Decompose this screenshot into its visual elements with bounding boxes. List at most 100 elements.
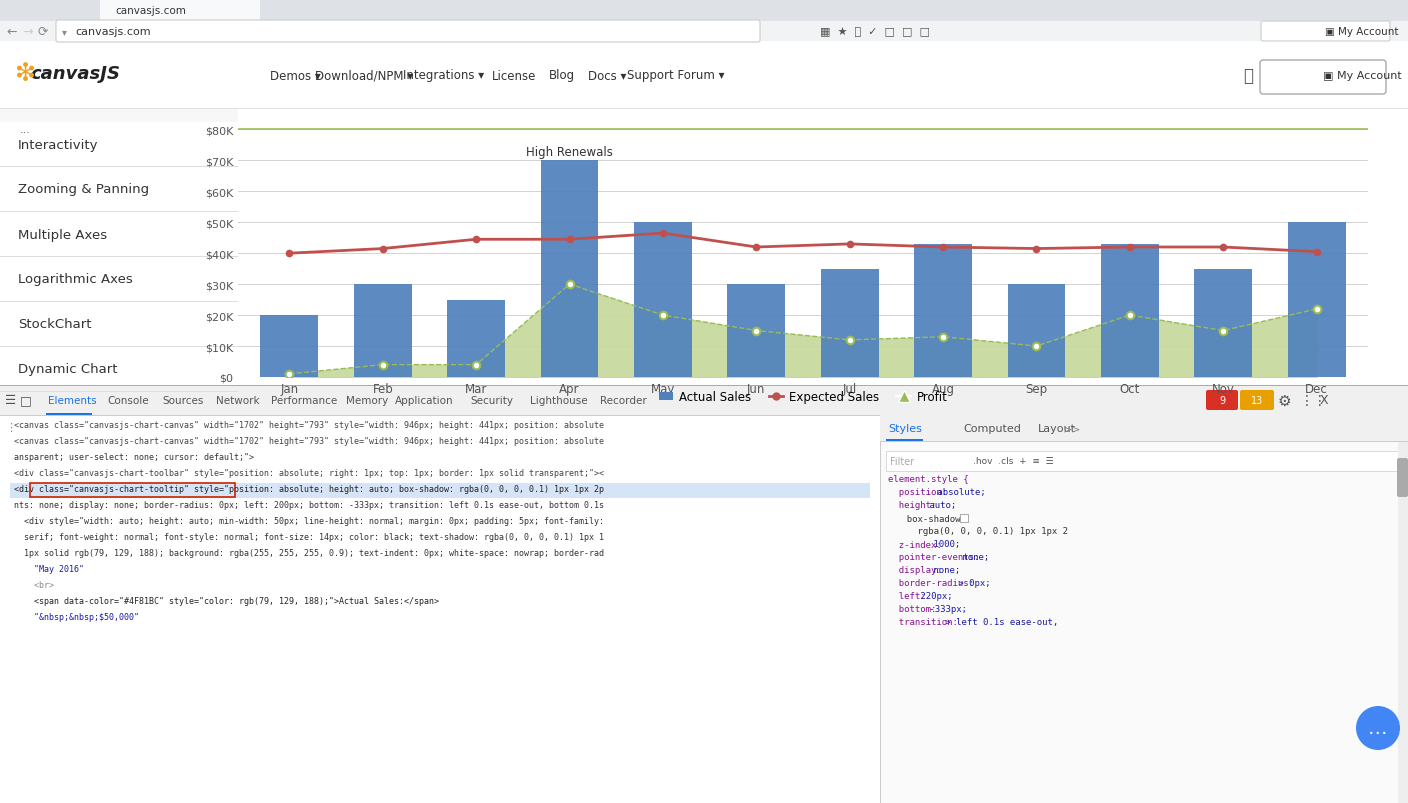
Text: Support Forum ▾: Support Forum ▾: [627, 69, 724, 83]
Bar: [728, 285, 786, 377]
Bar: [1398, 442, 1408, 803]
Bar: [0, 42, 1408, 110]
Bar: [0, 302, 238, 347]
Bar: [30, 483, 235, 498]
Text: ⋮: ⋮: [6, 422, 15, 433]
Bar: [634, 223, 691, 377]
Text: > left 0.1s ease-out,: > left 0.1s ease-out,: [941, 618, 1059, 626]
Text: height:: height:: [888, 501, 936, 510]
Text: ⚙: ⚙: [1278, 393, 1291, 408]
FancyBboxPatch shape: [1262, 22, 1390, 42]
Bar: [448, 300, 505, 377]
FancyBboxPatch shape: [56, 21, 760, 43]
Bar: [1288, 223, 1346, 377]
Bar: [880, 415, 1408, 442]
Text: X: X: [1321, 394, 1329, 407]
FancyBboxPatch shape: [1397, 459, 1408, 497]
Text: ▣ My Account: ▣ My Account: [1324, 71, 1402, 81]
Text: Multiple Axes: Multiple Axes: [18, 228, 107, 241]
Text: Dynamic Chart: Dynamic Chart: [18, 363, 117, 376]
Bar: [46, 413, 92, 415]
Text: Application: Application: [396, 396, 453, 406]
Text: ❇: ❇: [15, 62, 37, 86]
Text: Logarithmic Axes: Logarithmic Axes: [18, 273, 132, 286]
Bar: [353, 285, 411, 377]
Bar: [1194, 269, 1252, 377]
Text: →: →: [23, 26, 32, 39]
Text: <canvas class="canvasjs-chart-canvas" width="1702" height="793" style="width: 94: <canvas class="canvasjs-chart-canvas" wi…: [14, 421, 604, 430]
FancyBboxPatch shape: [1240, 390, 1274, 410]
Text: 1000;: 1000;: [928, 540, 960, 548]
Bar: [0, 212, 238, 257]
FancyBboxPatch shape: [1207, 390, 1238, 410]
Text: 9: 9: [1219, 396, 1225, 406]
Text: Zooming & Panning: Zooming & Panning: [18, 183, 149, 196]
Text: Docs ▾: Docs ▾: [589, 69, 627, 83]
Text: Elements: Elements: [48, 396, 97, 406]
Text: serif; font-weight: normal; font-style: normal; font-size: 14px; color: black; t: serif; font-weight: normal; font-style: …: [14, 533, 604, 542]
Circle shape: [1356, 706, 1400, 750]
Text: "May 2016": "May 2016": [14, 565, 84, 574]
Text: ▣ My Account: ▣ My Account: [1325, 27, 1398, 37]
Text: ▦  ★  ⛲  ✓  □  □  □: ▦ ★ ⛲ ✓ □ □ □: [819, 27, 931, 37]
Bar: [0, 385, 1408, 803]
Text: Styles: Styles: [888, 423, 922, 434]
Bar: [260, 316, 318, 377]
Text: ←: ←: [6, 26, 17, 39]
Text: none;: none;: [957, 552, 990, 562]
Text: auto;: auto;: [924, 501, 956, 510]
Text: element.style {: element.style {: [888, 475, 969, 484]
Text: 220px;: 220px;: [915, 592, 953, 601]
Text: <span data-color="#4F81BC" style="color: rgb(79, 129, 188);">Actual Sales:</span: <span data-color="#4F81BC" style="color:…: [14, 597, 439, 605]
Text: bottom:: bottom:: [888, 605, 936, 613]
Legend: Actual Sales, Expected Sales, Profit: Actual Sales, Expected Sales, Profit: [653, 385, 952, 408]
Text: position:: position:: [888, 488, 948, 497]
Text: ⟳: ⟳: [38, 26, 48, 39]
Text: Interactivity: Interactivity: [18, 138, 99, 151]
Bar: [0, 22, 1408, 42]
Text: Sources: Sources: [162, 396, 203, 406]
Text: <canvas class="canvasjs-chart-canvas" width="1702" height="793" style="width: 94: <canvas class="canvasjs-chart-canvas" wi…: [14, 437, 604, 446]
Text: Filter: Filter: [890, 456, 914, 467]
Text: High Renewals: High Renewals: [527, 145, 612, 159]
Text: ⋮: ⋮: [1363, 26, 1376, 39]
Text: ↗: ↗: [1314, 26, 1324, 39]
Text: -333px;: -333px;: [924, 605, 967, 613]
Text: …: …: [1369, 719, 1388, 738]
Text: left:: left:: [888, 592, 925, 601]
Text: display:: display:: [888, 566, 942, 575]
Text: ⚙: ⚙: [1338, 26, 1349, 39]
Text: <div class="canvasjs-chart-tooltip" style="position: absolute; height: auto; box: <div class="canvasjs-chart-tooltip" styl…: [14, 485, 604, 494]
Text: Download/NPM ▾: Download/NPM ▾: [315, 69, 413, 83]
Text: .hov  .cls  +  ≡  ☰: .hov .cls + ≡ ☰: [973, 457, 1053, 466]
FancyBboxPatch shape: [1260, 61, 1385, 95]
Text: Recorder: Recorder: [600, 396, 646, 406]
Text: canvasjs.com: canvasjs.com: [115, 6, 186, 16]
Bar: [0, 42, 1408, 385]
Text: ☆: ☆: [1288, 26, 1300, 39]
Text: canvasJS: canvasJS: [30, 65, 120, 83]
Text: ansparent; user-select: none; cursor: default;">: ansparent; user-select: none; cursor: de…: [14, 453, 253, 462]
Text: StockChart: StockChart: [18, 318, 92, 331]
Text: nts: none; display: none; border-radius: 0px; left: 200px; bottom: -333px; trans: nts: none; display: none; border-radius:…: [14, 501, 604, 510]
Bar: [0, 167, 238, 212]
Bar: [821, 269, 879, 377]
Bar: [0, 415, 880, 803]
Text: <div class="canvasjs-chart-toolbar" style="position: absolute; right: 1px; top: : <div class="canvasjs-chart-toolbar" styl…: [14, 469, 604, 478]
Text: rgba(0, 0, 0, 0.1) 1px 1px 2: rgba(0, 0, 0, 0.1) 1px 1px 2: [895, 527, 1069, 536]
Text: box-shadow:: box-shadow:: [895, 514, 966, 523]
Text: "&nbsp;&nbsp;$50,000": "&nbsp;&nbsp;$50,000": [14, 613, 139, 622]
Text: License: License: [491, 69, 536, 83]
Bar: [0, 257, 238, 302]
Bar: [1008, 285, 1066, 377]
Text: ...: ...: [20, 124, 31, 135]
Bar: [0, 122, 238, 167]
Bar: [1101, 245, 1159, 377]
Text: Integrations ▾: Integrations ▾: [404, 69, 484, 83]
Text: >>: >>: [1063, 423, 1081, 434]
Bar: [541, 161, 598, 377]
Bar: [0, 385, 1408, 415]
Text: absolute;: absolute;: [932, 488, 986, 497]
Bar: [10, 483, 870, 498]
Text: z-index:: z-index:: [888, 540, 942, 548]
